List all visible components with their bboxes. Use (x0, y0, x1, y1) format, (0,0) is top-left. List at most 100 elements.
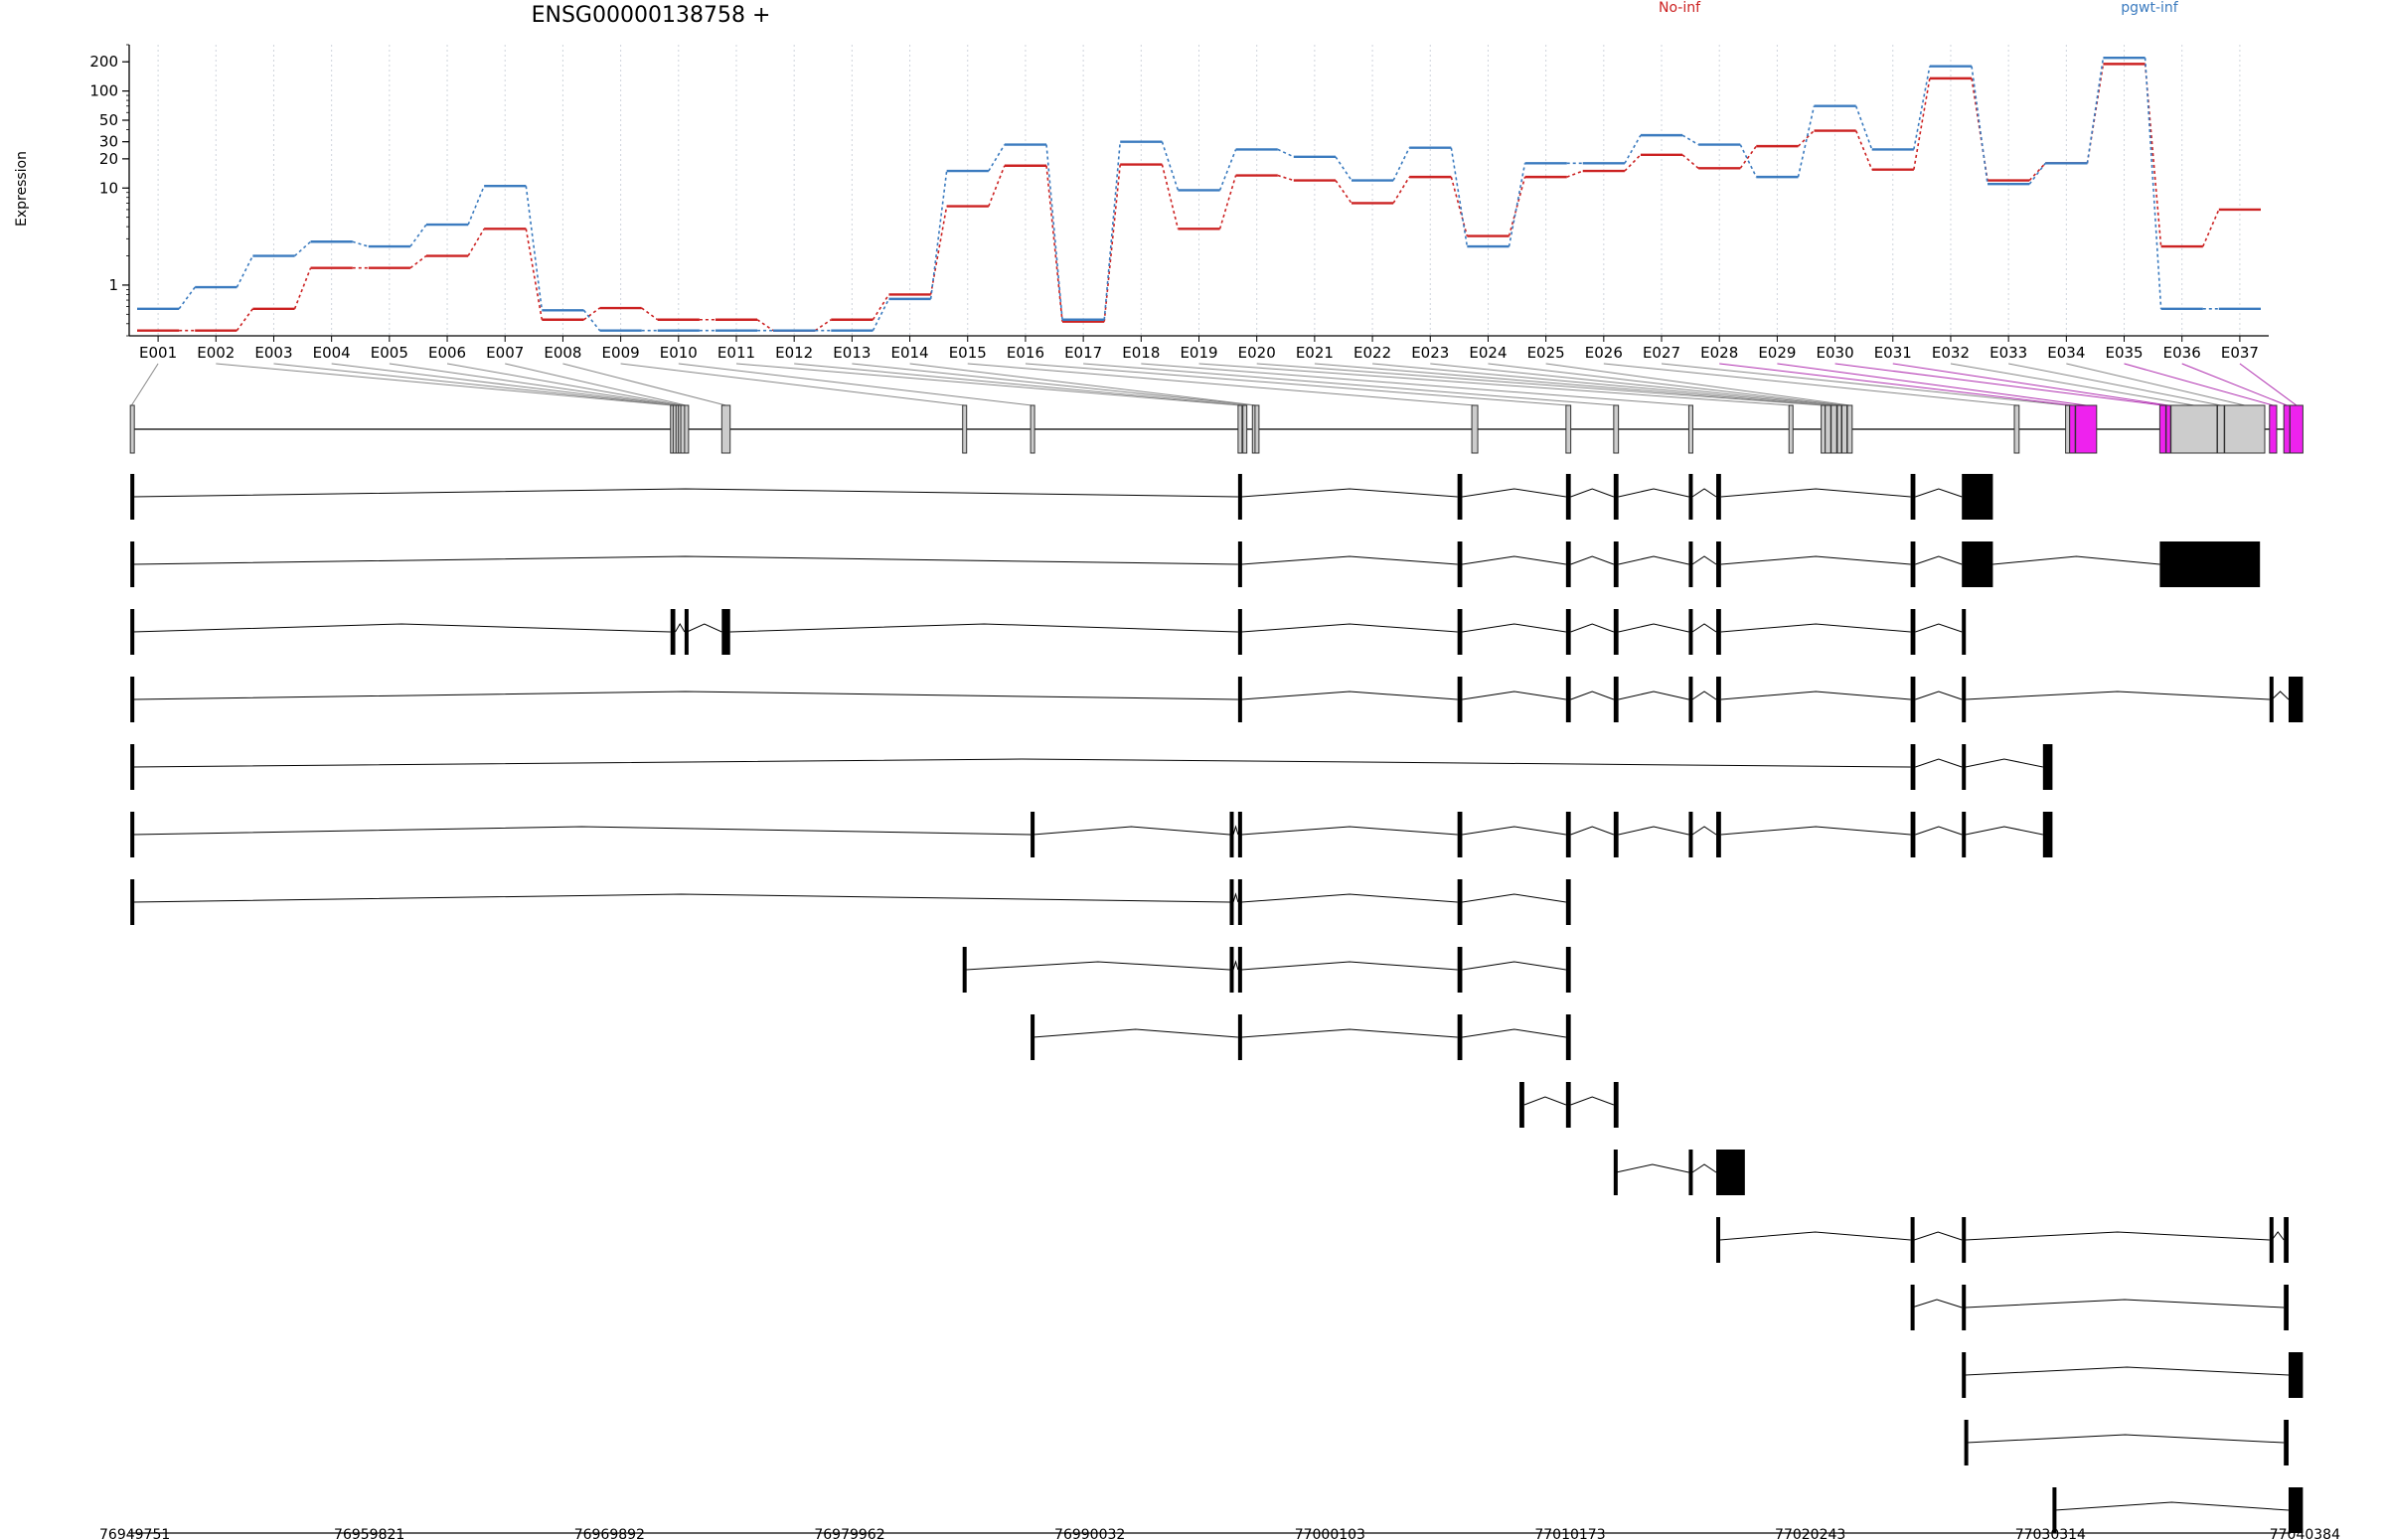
transcript-exon (1716, 1150, 1745, 1195)
transcript-exon (1031, 812, 1035, 857)
series-No-inf-link (2144, 64, 2162, 247)
transcript-intron (1241, 691, 1458, 700)
transcript-intron (1462, 893, 1566, 903)
transcript-exon (1237, 812, 1242, 857)
genomic-tick-label: 77030314 (2015, 1527, 2086, 1540)
transcript-intron (132, 758, 1911, 768)
legend-entry-no-inf: No-inf (1659, 0, 1701, 16)
transcript-intron (1241, 826, 1458, 836)
transcript-exon (1565, 474, 1571, 520)
transcript-intron (1462, 488, 1566, 498)
transcript-intron (1033, 1028, 1238, 1038)
gene-model-exon-E001 (129, 404, 135, 454)
connector-E034 (2066, 363, 2245, 406)
transcript-exon (2288, 1352, 2304, 1398)
series-No-inf-link (2202, 209, 2220, 247)
transcript-intron (1462, 555, 1566, 565)
connector-E004 (331, 363, 678, 406)
transcript-exon (1716, 1217, 1721, 1263)
transcript-intron (1616, 1163, 1689, 1173)
transcript-exon (1237, 1014, 1242, 1060)
y-tick-label-200: 200 (89, 53, 118, 71)
transcript-intron (1691, 488, 1717, 498)
transcript-exon (1962, 541, 1993, 587)
transcript-intron (1965, 1299, 2285, 1309)
transcript-exon (1565, 879, 1571, 925)
x-tick-label-E027: E027 (1643, 344, 1680, 362)
x-tick-label-E017: E017 (1064, 344, 1102, 362)
transcript-exon (1457, 1014, 1463, 1060)
series-No-inf-link (1797, 129, 1816, 147)
plot-series (137, 56, 2261, 332)
transcript-exon (2288, 677, 2304, 722)
connector-E023 (1430, 363, 1840, 406)
transcript-7 (130, 879, 1571, 925)
transcript-10 (1519, 1082, 1619, 1128)
series-No-inf-link (1854, 130, 1873, 170)
transcript-intron (132, 555, 1238, 565)
connector-E011 (735, 363, 1240, 406)
y-tick-label-50: 50 (99, 111, 118, 129)
connector-E002 (216, 363, 672, 406)
series-No-inf-link (293, 267, 312, 310)
series-No-inf-link (1045, 165, 1063, 322)
transcript-intron (687, 623, 722, 633)
series-No-inf-link (1335, 180, 1352, 204)
transcript-intron (1618, 623, 1689, 633)
gene-model-exon-E008 (720, 404, 731, 454)
transcript-15 (1964, 1420, 2289, 1465)
series-No-inf-link (641, 307, 659, 321)
transcript-exon (1688, 1150, 1693, 1195)
gene-model-exon-E018 (1687, 404, 1693, 454)
gene-model-exon-E030 (2158, 404, 2166, 454)
transcript-intron (1570, 1096, 1615, 1106)
x-tick-label-E014: E014 (890, 344, 928, 362)
x-tick-label-E005: E005 (371, 344, 408, 362)
transcript-16 (2052, 1487, 2304, 1533)
x-tick-label-E028: E028 (1700, 344, 1738, 362)
transcript-exon (1613, 677, 1619, 722)
series-pgwt-inf-link (1335, 156, 1352, 181)
series-No-inf-link (1971, 77, 1988, 181)
transcript-exon (1962, 1352, 1967, 1398)
x-tick-label-E033: E033 (1989, 344, 2027, 362)
transcript-exon (1910, 474, 1916, 520)
series-pgwt-inf-link (236, 255, 254, 288)
transcript-intron (1915, 555, 1963, 565)
series-pgwt-inf-link (1508, 163, 1526, 247)
transcript-exon (1688, 474, 1693, 520)
connector-E008 (562, 363, 726, 406)
transcript-intron (1719, 1231, 1911, 1241)
series-pgwt-inf-link (1681, 134, 1699, 146)
transcript-intron (1618, 555, 1689, 565)
transcript-exon (1688, 541, 1693, 587)
x-tick-label-E036: E036 (2163, 344, 2201, 362)
transcript-intron (1462, 961, 1566, 971)
genomic-tick-label: 76949751 (99, 1527, 170, 1540)
transcript-13 (1910, 1285, 2289, 1330)
series-pgwt-inf (137, 56, 2261, 332)
transcript-tracks (130, 474, 2304, 1533)
connector-E035 (2124, 363, 2274, 406)
transcript-intron (1965, 826, 2043, 836)
gene-model-exon-E011 (1237, 404, 1243, 454)
series-No-inf-link (1508, 176, 1526, 236)
x-tick-label-E030: E030 (1817, 344, 1854, 362)
gene-model-exon-E016 (1565, 404, 1572, 454)
connector-E027 (1661, 363, 2068, 406)
x-tick-label-E029: E029 (1758, 344, 1796, 362)
x-tick-label-E008: E008 (544, 344, 581, 362)
transcript-exon (1962, 1285, 1967, 1330)
y-tick-label-20: 20 (99, 150, 118, 168)
transcript-9 (1031, 1014, 1571, 1060)
x-tick-label-E035: E035 (2105, 344, 2143, 362)
transcript-intron (1966, 1434, 2285, 1444)
series-pgwt-inf-link (2086, 58, 2105, 164)
transcript-intron (1914, 1231, 1963, 1241)
series-No-inf-link (1161, 164, 1180, 230)
gene-model-track (129, 404, 2304, 454)
series-pgwt-inf-link (2028, 162, 2046, 185)
transcript-exon (130, 474, 135, 520)
series-pgwt-inf-link (1797, 105, 1816, 178)
connector-E015 (967, 363, 1476, 406)
